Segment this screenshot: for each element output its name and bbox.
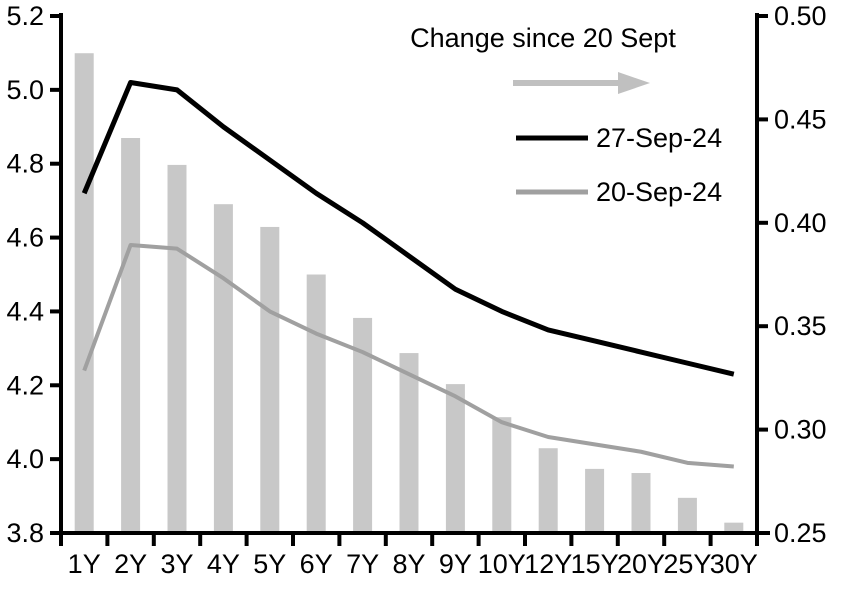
- bar-8Y: [399, 353, 419, 533]
- left-axis-label-4.6: 4.6: [6, 223, 44, 253]
- change-arrow-icon: [513, 72, 650, 94]
- legend-entry-27sep: 27-Sep-24: [516, 123, 722, 153]
- left-axis-label-4.8: 4.8: [6, 149, 44, 179]
- x-axis-label-25Y: 25Y: [663, 549, 711, 579]
- legend-entry-20sep: 20-Sep-24: [516, 177, 722, 207]
- left-axis-label-4.0: 4.0: [6, 444, 44, 474]
- left-axis-label-4.2: 4.2: [6, 370, 44, 400]
- legend-title: Change since 20 Sept: [410, 23, 676, 53]
- left-axis-label-3.8: 3.8: [6, 518, 44, 548]
- x-axis-label-12Y: 12Y: [524, 549, 572, 579]
- x-axis-label-8Y: 8Y: [392, 549, 425, 579]
- left-axis-label-5.0: 5.0: [6, 75, 44, 105]
- x-axis-label-30Y: 30Y: [710, 549, 758, 579]
- legend-label-20sep: 20-Sep-24: [596, 177, 722, 207]
- bar-25Y: [677, 497, 697, 533]
- bar-1Y: [74, 53, 94, 533]
- right-axis-label-0.45: 0.45: [774, 104, 827, 134]
- x-axis-label-10Y: 10Y: [478, 549, 526, 579]
- change-arrow-head: [618, 72, 650, 94]
- bar-2Y: [121, 138, 141, 533]
- x-axis-label-2Y: 2Y: [114, 549, 147, 579]
- bar-6Y: [306, 274, 326, 533]
- x-axis-label-15Y: 15Y: [571, 549, 619, 579]
- right-axis-label-0.35: 0.35: [774, 311, 827, 341]
- bar-3Y: [167, 164, 187, 533]
- left-axis-label-5.2: 5.2: [6, 1, 44, 31]
- legend: Change since 20 Sept 27-Sep-24 20-Sep-24: [410, 23, 722, 207]
- legend-label-27sep: 27-Sep-24: [596, 123, 722, 153]
- bar-10Y: [492, 417, 512, 533]
- bar-9Y: [445, 384, 465, 533]
- x-axis-label-1Y: 1Y: [68, 549, 101, 579]
- x-axis-label-7Y: 7Y: [346, 549, 379, 579]
- x-axis-label-5Y: 5Y: [253, 549, 286, 579]
- right-axis-label-0.40: 0.40: [774, 208, 827, 238]
- right-axis-label-0.30: 0.30: [774, 415, 827, 445]
- bar-4Y: [213, 204, 233, 534]
- x-axis-label-4Y: 4Y: [207, 549, 240, 579]
- bar-5Y: [260, 226, 280, 533]
- bar-15Y: [585, 468, 605, 533]
- plot-area: 5.2 5.0 4.8 4.6 4.4 4.2 4.0 3.8 0.50 0.45 0.40 0.35…: [6, 1, 826, 579]
- right-axis-label-0.25: 0.25: [774, 518, 827, 548]
- series-line-20-Sep-24: [82, 242, 734, 469]
- x-axis-label-3Y: 3Y: [160, 549, 193, 579]
- left-axis-label-4.4: 4.4: [6, 296, 44, 326]
- bar-7Y: [353, 317, 373, 533]
- x-axis-label-20Y: 20Y: [617, 549, 665, 579]
- bar-20Y: [631, 473, 651, 533]
- series-line-27-Sep-24: [81, 79, 735, 377]
- bar-30Y: [724, 522, 744, 533]
- right-axis-label-0.50: 0.50: [774, 1, 827, 31]
- x-axis-label-9Y: 9Y: [439, 549, 472, 579]
- bar-12Y: [538, 448, 558, 533]
- x-axis-label-6Y: 6Y: [300, 549, 333, 579]
